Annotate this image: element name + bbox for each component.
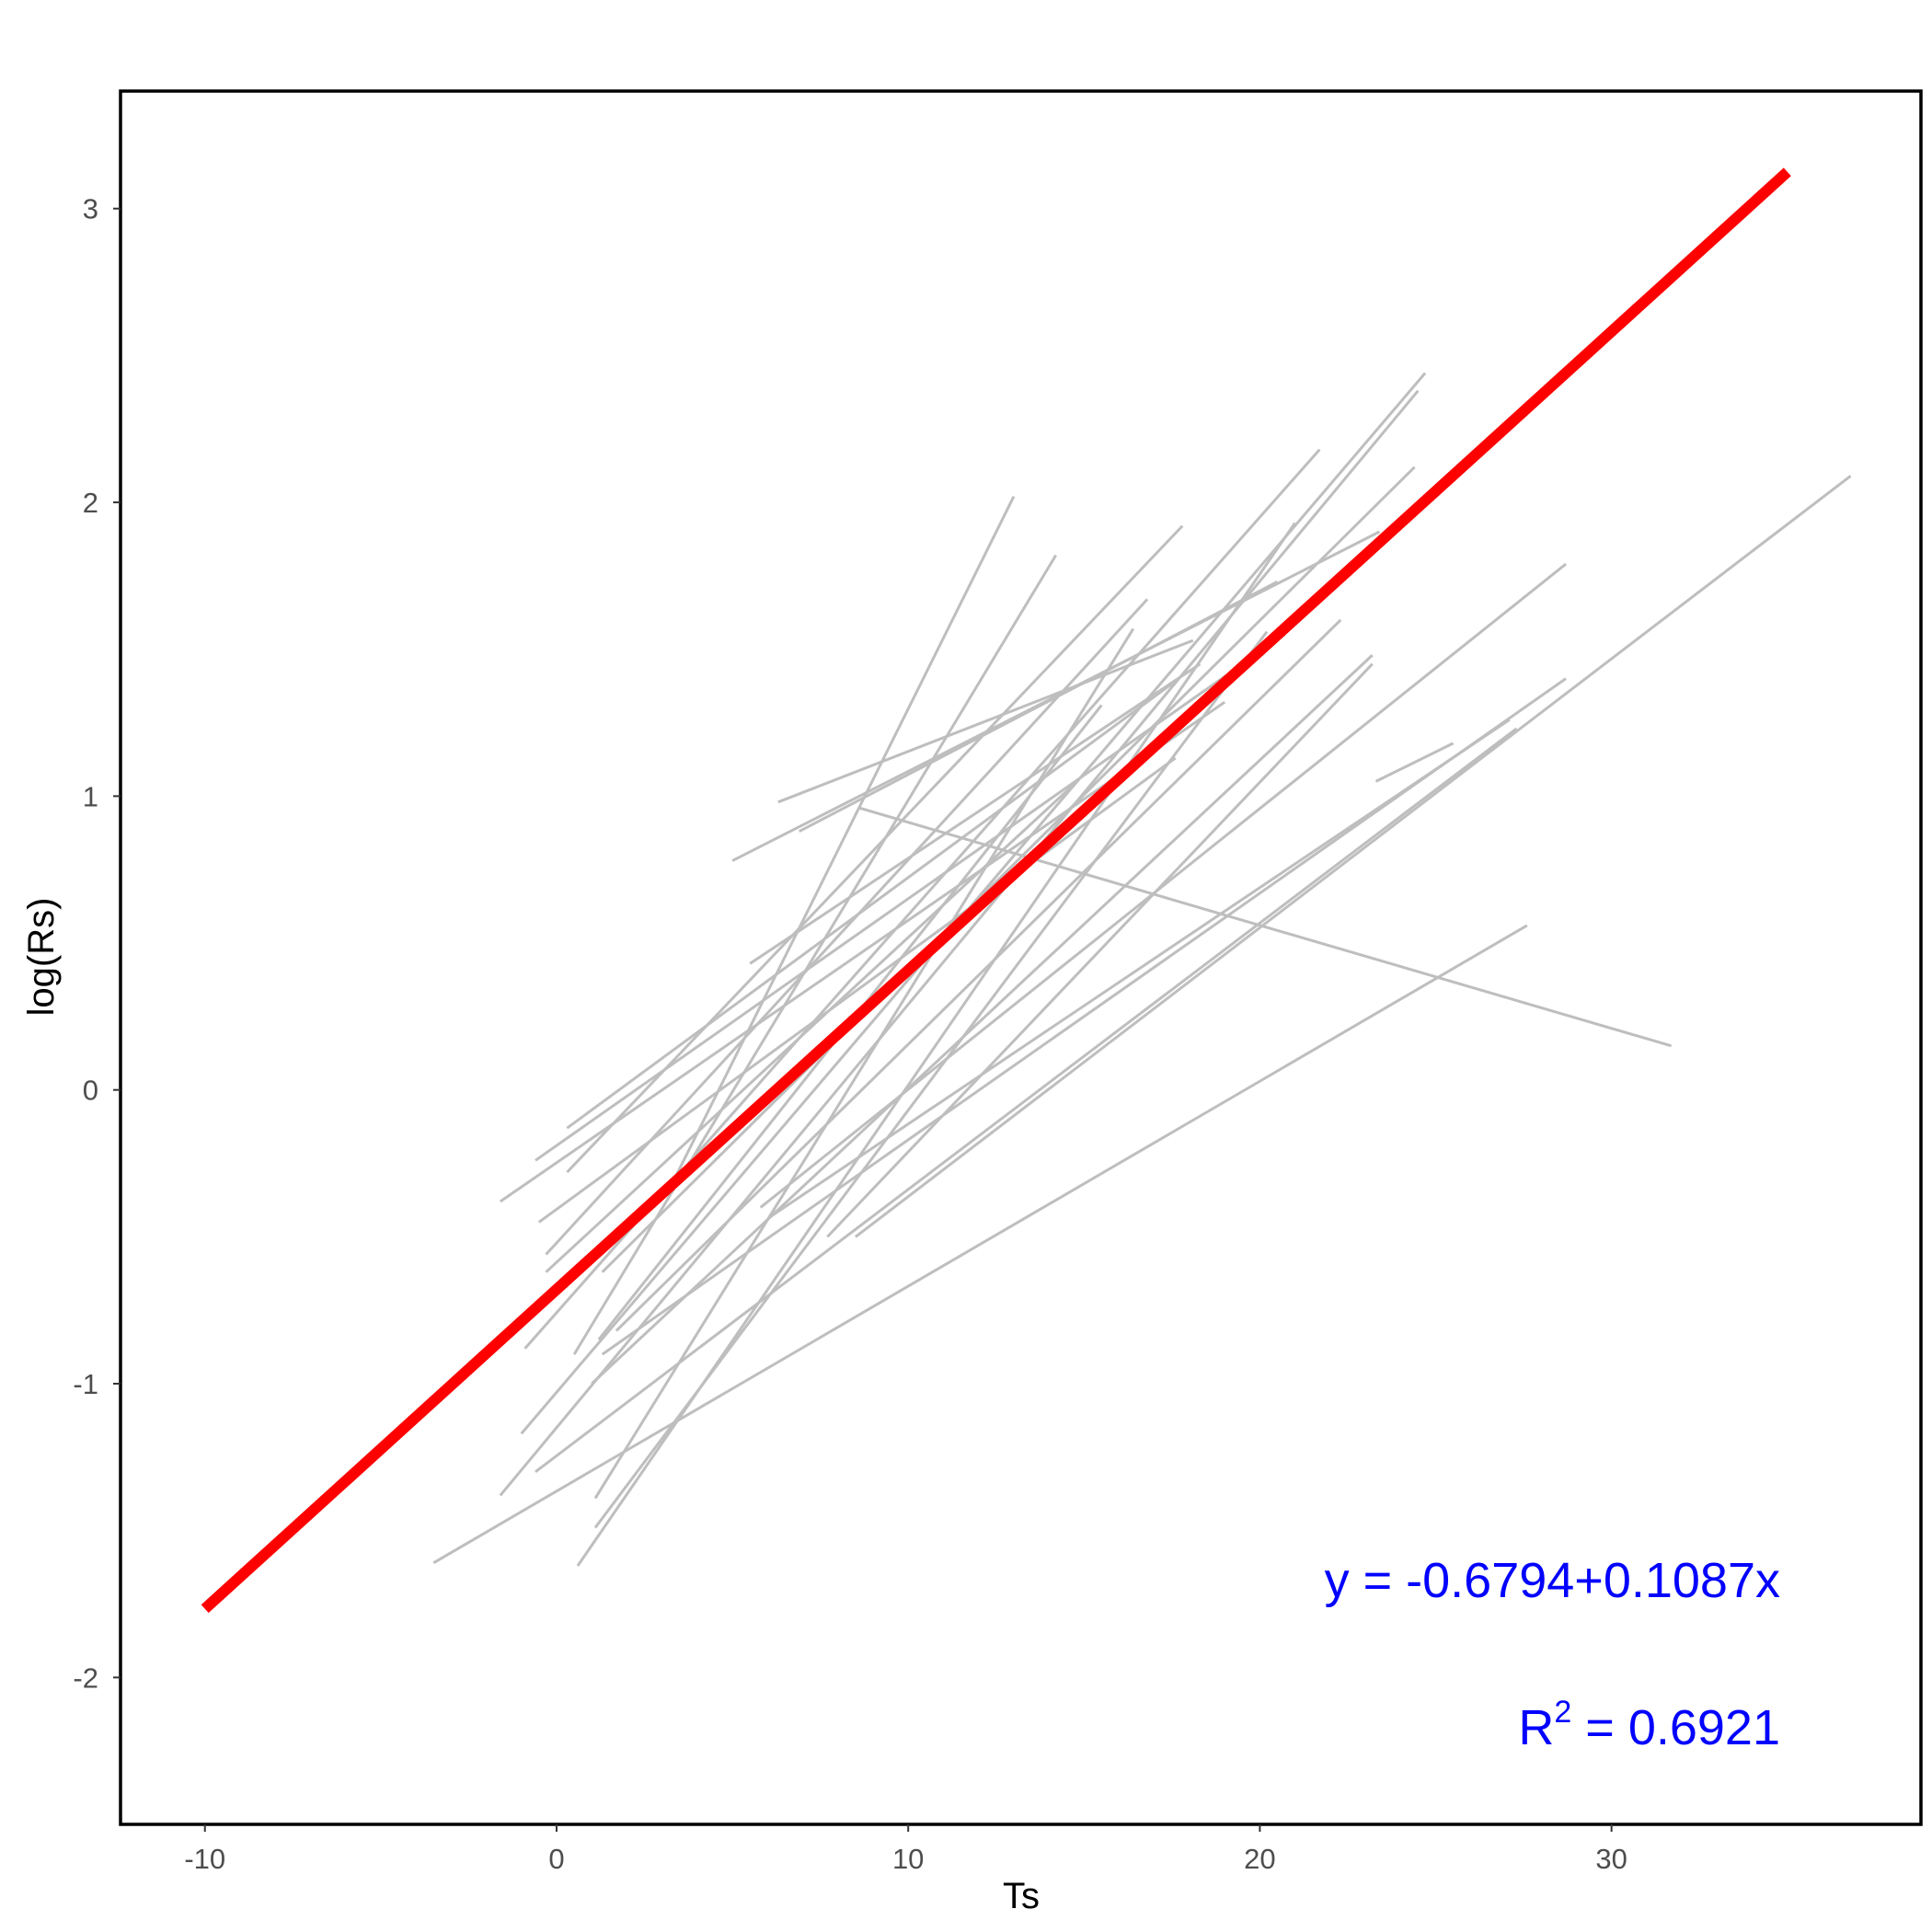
site-segment-28	[535, 727, 1518, 1473]
site-segment-29	[770, 719, 1511, 1218]
site-segment-19	[749, 662, 1202, 965]
site-segment-17	[593, 630, 1269, 1529]
y-axis-ticks: -2 -1 0 1 2 3	[73, 193, 121, 1694]
x-tick-label: 30	[1595, 1843, 1627, 1875]
site-segment-25	[759, 562, 1567, 1209]
plot-frame	[119, 89, 1923, 1826]
x-tick-label: 0	[548, 1843, 564, 1875]
site-segment-9	[615, 618, 1342, 1332]
x-axis-title: Ts	[1003, 1876, 1040, 1916]
y-tick-label: 1	[83, 780, 98, 812]
site-segment-11	[826, 662, 1374, 1238]
fit-line	[201, 167, 1791, 1614]
site-segment-21	[777, 638, 1194, 804]
r-squared-label: R2 = 0.6921	[1518, 1695, 1780, 1755]
x-tick-label: 10	[892, 1843, 924, 1875]
x-tick-label: 20	[1244, 1843, 1275, 1875]
site-segment-1	[667, 496, 1016, 1190]
y-tick-label: 2	[83, 487, 98, 519]
site-segment-16	[545, 598, 1149, 1256]
y-tick-label: 3	[83, 193, 98, 225]
x-tick-label: -10	[184, 1843, 225, 1875]
site-segment-32	[858, 806, 1673, 1048]
site-segment-18	[593, 627, 1135, 1500]
y-tick-label: -2	[73, 1662, 98, 1694]
r-squared-symbol: R	[1518, 1700, 1554, 1755]
y-tick-label: 0	[83, 1075, 98, 1107]
site-segment-5	[499, 389, 1420, 1497]
site-segment-24	[545, 780, 1078, 1273]
site-segment-22	[566, 677, 1180, 1130]
site-segment-7	[601, 466, 1416, 1273]
y-axis-title: log(Rs)	[21, 898, 62, 1017]
site-segment-3	[566, 524, 1184, 1174]
r-squared-value: = 0.6921	[1571, 1700, 1780, 1755]
site-segment-10	[591, 654, 1374, 1386]
r-squared-superscript: 2	[1554, 1695, 1571, 1730]
segments-layer	[432, 372, 1852, 1567]
site-segment-30	[1374, 742, 1455, 783]
site-segment-13	[535, 633, 1286, 1162]
y-tick-label: -1	[73, 1368, 98, 1400]
site-segment-20	[799, 580, 1279, 834]
fit-layer	[201, 167, 1791, 1614]
site-segment-26	[854, 475, 1852, 1238]
site-segment-31	[432, 924, 1528, 1565]
x-axis-ticks: -10 0 10 20 30	[184, 1824, 1627, 1875]
regression-equation: y = -0.6794+0.1087x	[1325, 1553, 1780, 1608]
